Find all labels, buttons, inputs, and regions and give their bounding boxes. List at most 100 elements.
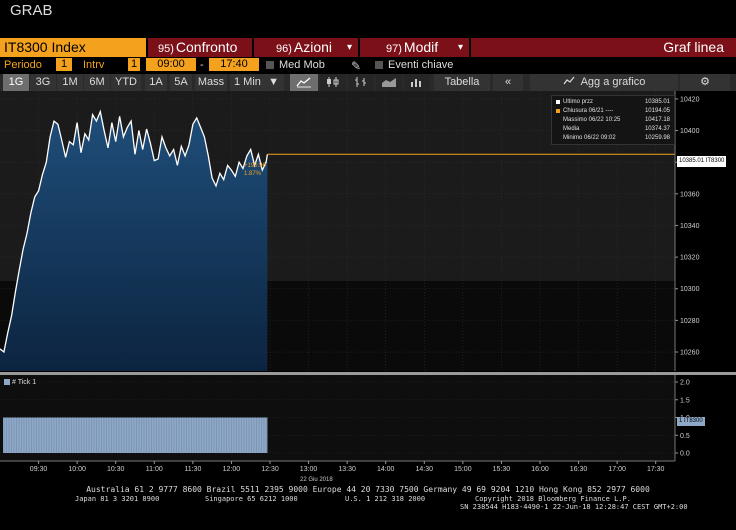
range-3g-button[interactable]: 3G xyxy=(30,74,56,91)
modif-menu[interactable]: 97) Modif ▾ xyxy=(360,38,469,57)
confronto-label: Confronto xyxy=(175,39,238,55)
add-to-chart-button[interactable]: Agg a grafico xyxy=(530,74,678,91)
x-tick-label: 11:00 xyxy=(146,466,163,473)
med-mob-checkbox[interactable] xyxy=(266,61,274,69)
x-axis: 09:30 10:00 10:30 11:00 11:30 12:00 12:30 13:00… xyxy=(0,460,675,473)
y-tick-label: 10420 xyxy=(680,96,700,103)
period-bar: Periodo 1 Intrv 1 09:00 - 17:40 Med Mob … xyxy=(0,57,736,73)
y-axis: 1026010280103001032010340103601038010400… xyxy=(674,91,700,371)
back-button[interactable]: « xyxy=(493,74,523,91)
confronto-button[interactable]: 95) Confronto xyxy=(148,38,252,57)
graph-type-button[interactable]: Graf linea xyxy=(471,38,736,57)
footer-japan: Japan 81 3 3201 8900 xyxy=(75,495,160,503)
chevron-down-icon: ▾ xyxy=(457,42,463,53)
x-tick-label: 15:30 xyxy=(493,466,511,473)
range-1m-button[interactable]: 1M xyxy=(57,74,83,91)
x-tick-label: 16:30 xyxy=(570,466,588,473)
legend-value: 10374.37 xyxy=(644,126,670,132)
x-tick-label: 09:30 xyxy=(30,466,48,473)
start-time-input[interactable]: 09:00 xyxy=(146,58,196,71)
x-tick-label: 13:00 xyxy=(300,466,318,473)
legend-name: Massimo 06/22 10:25 xyxy=(563,117,621,123)
range-1a-button[interactable]: 1A xyxy=(145,74,167,91)
price-chart[interactable]: 1026010280103001032010340103601038010400… xyxy=(0,91,736,486)
candlestick-icon[interactable] xyxy=(320,74,346,91)
chevron-down-icon: ▼ xyxy=(268,76,279,88)
legend-value: 10385.01 xyxy=(644,99,670,105)
azioni-label: Azioni xyxy=(293,39,333,55)
tick-y-label: 1.5 xyxy=(680,397,690,404)
azioni-menu[interactable]: 96) Azioni ▾ xyxy=(254,38,358,57)
intrv-input[interactable]: 1 xyxy=(128,58,140,71)
price-area xyxy=(0,111,268,371)
med-mob-label: Med Mob xyxy=(279,59,325,71)
time-range-dash: - xyxy=(200,59,204,71)
tick-y-label: 2.0 xyxy=(680,380,690,387)
confronto-number: 95) xyxy=(158,43,174,55)
top-bar: IT8300 Index 95) Confronto 96) Azioni ▾ 97… xyxy=(0,38,736,57)
x-tick-label: 16:00 xyxy=(531,466,549,473)
legend-value: 10259.98 xyxy=(644,135,670,141)
interval-select-value: 1 Min xyxy=(234,76,261,88)
legend-row-low: Minimo 06/22 09:02 10259.98 xyxy=(556,134,670,142)
x-tick-label: 17:00 xyxy=(608,466,626,473)
periodo-input[interactable]: 1 xyxy=(56,58,72,71)
histogram-icon[interactable] xyxy=(404,74,430,91)
eventi-checkbox[interactable] xyxy=(375,61,383,69)
x-tick-label: 17:30 xyxy=(647,466,665,473)
range-1g-button[interactable]: 1G xyxy=(3,74,29,91)
bar-chart-icon[interactable] xyxy=(348,74,374,91)
y-tick-label: 10360 xyxy=(680,191,700,198)
x-tick-label: 14:30 xyxy=(416,466,434,473)
footer-us: U.S. 1 212 318 2000 xyxy=(345,495,426,503)
pencil-icon[interactable]: ✎ xyxy=(351,59,362,73)
range-5a-button[interactable]: 5A xyxy=(170,74,192,91)
change-percent: 1.87% xyxy=(244,171,262,177)
intrv-label: Intrv xyxy=(83,59,105,71)
azioni-number: 96) xyxy=(276,43,292,55)
tick-y-label: 0.0 xyxy=(680,451,690,458)
tick-legend: # Tick 1 xyxy=(4,379,36,386)
x-tick-label: 10:30 xyxy=(107,466,125,473)
ticker-input[interactable]: IT8300 Index xyxy=(0,38,146,57)
gear-icon[interactable]: ⚙ xyxy=(680,74,730,91)
footer-singapore: Singapore 65 6212 1000 xyxy=(205,495,298,503)
legend-swatch xyxy=(556,109,560,113)
legend-name: Ultimo przz xyxy=(563,99,594,105)
modif-number: 97) xyxy=(386,43,402,55)
legend: Ultimo przz 10385.01 Chiusura 06/21 ----… xyxy=(551,95,675,145)
legend-name: Minimo 06/22 09:02 xyxy=(563,135,616,141)
legend-value: 10194.05 xyxy=(644,108,670,114)
area-chart-icon[interactable] xyxy=(376,74,402,91)
tick-value-tag: 1 IT8300 xyxy=(677,417,705,426)
chart-toolbar: 1G 3G 1M 6M YTD 1A 5A Mass 1 Min ▼ Tabel… xyxy=(0,74,736,91)
footer-session: SN 238544 H183-4490-1 22-Jun-18 12:28:47… xyxy=(460,503,688,511)
legend-swatch xyxy=(556,100,560,104)
tabella-button[interactable]: Tabella xyxy=(434,74,490,91)
legend-row-high: Massimo 06/22 10:25 10417.18 xyxy=(556,116,670,124)
x-tick-label: 13:30 xyxy=(338,466,356,473)
x-tick-label: 12:00 xyxy=(223,466,241,473)
tick-bars xyxy=(3,417,268,453)
panel-separator[interactable] xyxy=(0,372,736,375)
tick-legend-label: # Tick 1 xyxy=(12,379,37,386)
add-to-chart-label: Agg a grafico xyxy=(580,76,646,88)
x-tick-label: 15:00 xyxy=(454,466,472,473)
interval-select[interactable]: 1 Min ▼ xyxy=(230,74,284,91)
x-tick-label: 10:00 xyxy=(68,466,86,473)
range-ytd-button[interactable]: YTD xyxy=(111,74,141,91)
range-mass-button[interactable]: Mass xyxy=(195,74,227,91)
tick-legend-swatch xyxy=(4,379,10,386)
legend-row-mean: Media 10374.37 xyxy=(556,125,670,133)
line-chart-icon[interactable] xyxy=(290,74,318,91)
legend-value: 10417.18 xyxy=(644,117,670,123)
x-tick-label: 12:30 xyxy=(261,466,279,473)
x-date-label: 22 Giu 2018 xyxy=(300,477,333,483)
last-price-tag: 10385.01 IT8300 xyxy=(677,156,727,167)
y-tick-label: 10260 xyxy=(680,350,700,357)
range-6m-button[interactable]: 6M xyxy=(84,74,110,91)
legend-row-last: Ultimo przz 10385.01 xyxy=(556,98,670,106)
legend-row-close: Chiusura 06/21 ---- 10194.05 xyxy=(556,107,670,115)
y-tick-label: 10320 xyxy=(680,255,700,262)
end-time-input[interactable]: 17:40 xyxy=(209,58,259,71)
